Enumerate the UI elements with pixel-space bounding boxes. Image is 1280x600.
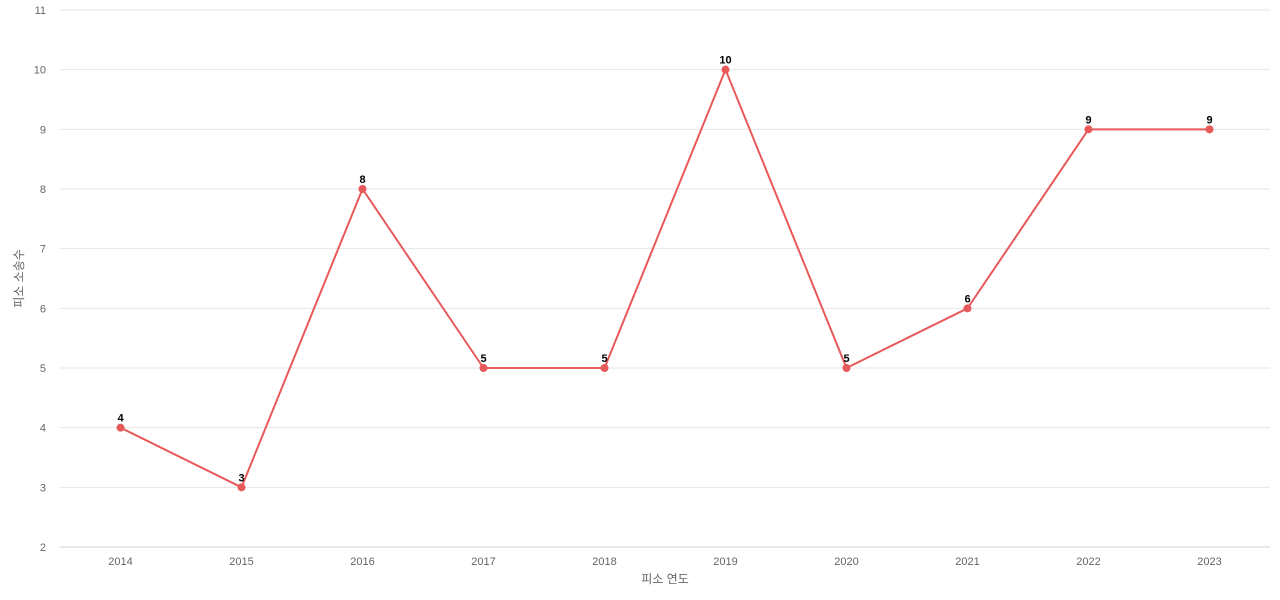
x-tick-label: 2015 bbox=[229, 556, 253, 568]
x-tick-label: 2016 bbox=[350, 556, 374, 568]
data-label-2015: 3 bbox=[238, 472, 244, 484]
data-label-2018: 5 bbox=[601, 353, 607, 365]
y-tick-label: 5 bbox=[40, 363, 46, 375]
data-point-2022[interactable] bbox=[1084, 125, 1093, 134]
data-point-2018[interactable] bbox=[600, 364, 609, 372]
x-tick-label: 2023 bbox=[1197, 556, 1221, 568]
x-tick-label: 2014 bbox=[108, 556, 132, 568]
x-tick-label: 2017 bbox=[471, 556, 495, 568]
data-point-2014[interactable] bbox=[116, 423, 125, 432]
y-tick-label: 11 bbox=[35, 5, 46, 17]
data-labels: 4 3 8 5 5 10 5 6 9 9 bbox=[117, 55, 1212, 485]
series-line bbox=[120, 68, 1210, 489]
x-tick-label: 2019 bbox=[713, 556, 737, 568]
data-label-2020: 5 bbox=[843, 353, 849, 365]
y-tick-label: 6 bbox=[40, 303, 46, 315]
grid-lines bbox=[60, 9, 1270, 548]
data-label-2019: 10 bbox=[719, 55, 731, 67]
data-point-2017[interactable] bbox=[479, 364, 488, 372]
y-axis-ticks: 2 3 4 5 6 7 8 9 10 11 bbox=[34, 5, 46, 554]
data-label-2022: 9 bbox=[1085, 114, 1091, 126]
y-tick-label: 3 bbox=[40, 482, 46, 494]
data-point-2021[interactable] bbox=[963, 304, 972, 313]
x-tick-label: 2018 bbox=[592, 556, 616, 568]
data-label-2017: 5 bbox=[480, 353, 486, 365]
data-point-2019[interactable] bbox=[721, 65, 730, 74]
x-axis-title: 피소 연도 bbox=[641, 572, 689, 586]
data-point-2023[interactable] bbox=[1205, 125, 1214, 134]
y-tick-label: 10 bbox=[34, 65, 46, 77]
y-tick-label: 4 bbox=[40, 423, 46, 435]
data-label-2023: 9 bbox=[1206, 114, 1212, 126]
y-axis-title: 피소 소송수 bbox=[12, 249, 26, 308]
data-point-2016[interactable] bbox=[358, 185, 367, 193]
y-tick-label: 2 bbox=[40, 542, 46, 554]
data-label-2016: 8 bbox=[359, 174, 365, 186]
x-tick-label: 2022 bbox=[1076, 556, 1100, 568]
data-point-2020[interactable] bbox=[842, 364, 851, 372]
x-tick-label: 2021 bbox=[955, 556, 979, 568]
y-tick-label: 9 bbox=[40, 124, 46, 136]
y-tick-label: 7 bbox=[40, 244, 46, 256]
x-tick-label: 2020 bbox=[834, 556, 858, 568]
data-label-2021: 6 bbox=[964, 293, 970, 305]
y-tick-label: 8 bbox=[40, 184, 46, 196]
data-label-2014: 4 bbox=[117, 413, 124, 425]
series-layer bbox=[116, 65, 1214, 492]
x-axis-ticks: 2014 2015 2016 2017 2018 2019 2020 2021 2022 2023 bbox=[108, 556, 1221, 568]
data-point-2015[interactable] bbox=[237, 483, 246, 492]
